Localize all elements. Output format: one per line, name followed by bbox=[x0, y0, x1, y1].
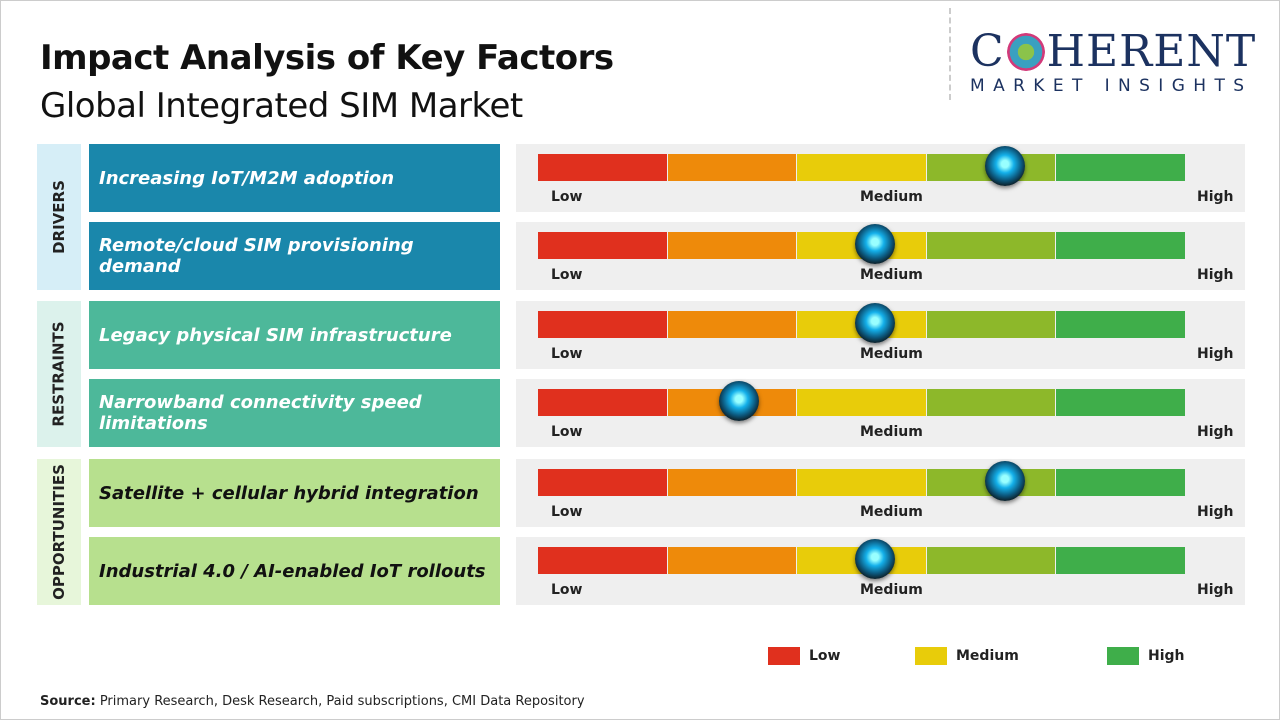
impact-segment bbox=[1056, 311, 1185, 338]
scale-label-low: Low bbox=[551, 504, 583, 520]
scale-label-low: Low bbox=[551, 189, 583, 205]
scale-label-high: High bbox=[1197, 424, 1234, 440]
legend-item: Medium bbox=[915, 647, 1019, 665]
impact-segment bbox=[926, 232, 1056, 259]
legend-item: High bbox=[1107, 647, 1185, 665]
scale-label-low: Low bbox=[551, 582, 583, 598]
globe-icon bbox=[1006, 33, 1045, 71]
impact-segment bbox=[926, 389, 1056, 416]
category-name: DRIVERS bbox=[50, 180, 69, 254]
impact-segment bbox=[1056, 547, 1185, 574]
impact-track: Low Medium High bbox=[516, 301, 1245, 369]
page-title: Impact Analysis of Key Factors bbox=[40, 38, 614, 78]
category-label: RESTRAINTS bbox=[37, 301, 81, 447]
category-label: OPPORTUNITIES bbox=[37, 459, 81, 605]
logo: C HERENT MARKET INSIGHTS bbox=[970, 26, 1260, 97]
impact-segment bbox=[667, 154, 797, 181]
scale-label-high: High bbox=[1197, 189, 1234, 205]
scale-label-medium: Medium bbox=[860, 189, 923, 205]
scale-label-high: High bbox=[1197, 346, 1234, 362]
impact-marker bbox=[854, 303, 895, 343]
factor-label: Industrial 4.0 / AI-enabled IoT rollouts bbox=[89, 537, 500, 605]
legend-swatch bbox=[768, 647, 800, 665]
scale-label-high: High bbox=[1197, 582, 1234, 598]
impact-segment bbox=[1056, 154, 1185, 181]
source-text: Primary Research, Desk Research, Paid su… bbox=[95, 694, 585, 709]
legend-label: Low bbox=[809, 648, 841, 664]
scale-label-medium: Medium bbox=[860, 582, 923, 598]
scale-label-medium: Medium bbox=[860, 267, 923, 283]
impact-segment bbox=[1056, 389, 1185, 416]
logo-text: HERENT bbox=[1046, 26, 1257, 77]
legend-swatch bbox=[1107, 647, 1139, 665]
impact-segment bbox=[797, 469, 926, 496]
impact-marker bbox=[718, 381, 759, 421]
impact-segment bbox=[667, 547, 797, 574]
factor-label: Increasing IoT/M2M adoption bbox=[89, 144, 500, 212]
impact-segment bbox=[538, 469, 667, 496]
impact-marker bbox=[854, 224, 895, 264]
impact-segment bbox=[538, 389, 667, 416]
legend-label: High bbox=[1148, 648, 1185, 664]
impact-segment bbox=[667, 311, 797, 338]
source-label: Source: bbox=[40, 694, 96, 709]
impact-segment bbox=[538, 311, 667, 338]
category-name: OPPORTUNITIES bbox=[50, 464, 68, 600]
category-label: DRIVERS bbox=[37, 144, 81, 290]
category-name: RESTRAINTS bbox=[50, 321, 69, 427]
factor-label: Remote/cloud SIM provisioning demand bbox=[89, 222, 500, 290]
logo-text-c: C bbox=[970, 26, 1005, 77]
scale-label-medium: Medium bbox=[860, 504, 923, 520]
legend-swatch bbox=[915, 647, 947, 665]
impact-segment bbox=[926, 311, 1056, 338]
scale-label-high: High bbox=[1197, 504, 1234, 520]
factor-label: Satellite + cellular hybrid integration bbox=[89, 459, 500, 527]
impact-segment bbox=[667, 232, 797, 259]
impact-track: Low Medium High bbox=[516, 459, 1245, 527]
legend-label: Medium bbox=[956, 648, 1019, 664]
scale-label-medium: Medium bbox=[860, 424, 923, 440]
impact-segment bbox=[1056, 469, 1185, 496]
factor-label: Legacy physical SIM infrastructure bbox=[89, 301, 500, 369]
page-subtitle: Global Integrated SIM Market bbox=[40, 86, 523, 126]
impact-marker bbox=[984, 461, 1025, 501]
impact-segment bbox=[797, 154, 926, 181]
logo-divider bbox=[949, 8, 951, 100]
impact-segment bbox=[538, 232, 667, 259]
impact-track: Low Medium High bbox=[516, 379, 1245, 447]
impact-segment bbox=[797, 389, 926, 416]
impact-segment bbox=[667, 469, 797, 496]
impact-segment bbox=[1056, 232, 1185, 259]
impact-segment bbox=[926, 547, 1056, 574]
impact-marker bbox=[854, 539, 895, 579]
source-note: Source: Primary Research, Desk Research,… bbox=[40, 694, 585, 709]
impact-segment bbox=[538, 547, 667, 574]
legend-item: Low bbox=[768, 647, 840, 665]
impact-track: Low Medium High bbox=[516, 537, 1245, 605]
logo-tagline: MARKET INSIGHTS bbox=[970, 76, 1253, 96]
scale-label-low: Low bbox=[551, 267, 583, 283]
scale-label-low: Low bbox=[551, 346, 583, 362]
impact-marker bbox=[984, 146, 1025, 186]
scale-label-medium: Medium bbox=[860, 346, 923, 362]
impact-track: Low Medium High bbox=[516, 144, 1245, 212]
scale-label-low: Low bbox=[551, 424, 583, 440]
factor-label: Narrowband connectivity speed limitation… bbox=[89, 379, 500, 447]
scale-label-high: High bbox=[1197, 267, 1234, 283]
impact-segment bbox=[538, 154, 667, 181]
impact-track: Low Medium High bbox=[516, 222, 1245, 290]
